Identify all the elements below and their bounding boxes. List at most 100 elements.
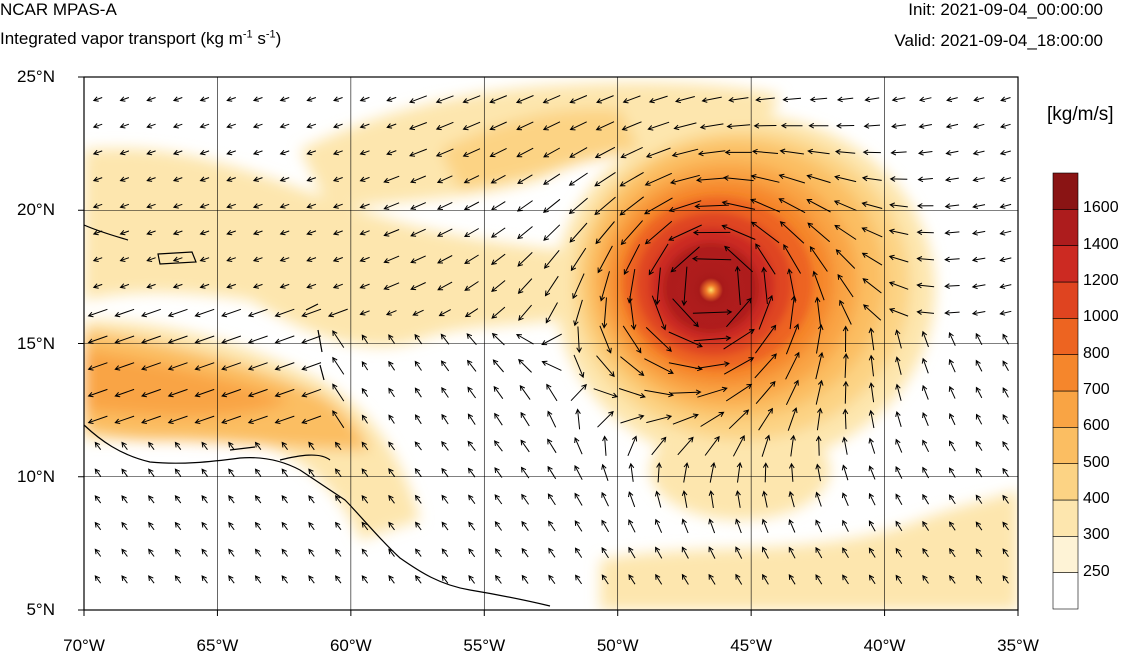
ivt-vector [835,122,855,129]
ivt-vector [490,201,506,211]
ivt-vector [199,229,210,236]
ivt-vector [922,520,930,531]
ivt-vector [572,273,585,300]
ivt-vector [332,410,345,429]
ivt-vector [816,324,824,354]
ivt-vector [491,280,506,292]
colorbar-box [1052,245,1079,283]
ivt-vector [437,255,453,264]
ivt-vector [574,520,583,532]
ivt-vector [922,466,930,479]
ivt-vector [722,175,754,182]
ivt-vector [194,335,215,344]
ivt-vector [595,121,615,131]
ivt-vector [601,463,609,481]
ivt-vector [466,333,477,346]
ivt-vector [409,122,427,131]
ivt-vector [619,171,644,187]
ivt-vector [975,332,983,346]
ivt-vector [695,177,728,183]
ivt-vector [281,521,288,531]
ivt-vector [944,229,960,236]
ivt-vector [517,174,533,184]
ivt-vector [1002,360,1009,372]
ivt-vector [975,440,983,451]
ivt-vector [812,270,825,301]
ivt-vector [388,575,395,584]
ivt-vector [228,441,235,450]
ivt-vector [520,411,530,427]
ivt-vector [467,440,476,452]
ivt-vector [815,351,824,380]
ivt-vector [815,546,823,559]
ivt-vector [201,495,208,504]
ivt-vector [735,490,741,508]
ivt-vector [543,224,561,241]
ivt-vector [464,308,479,318]
ivt-vector [842,436,848,455]
ivt-vector [383,175,400,184]
ivt-vector [359,96,370,102]
ivt-vector [691,255,732,262]
ivt-vector [114,362,135,371]
colorbar-tick-label: 400 [1083,490,1110,507]
ivt-vector [922,574,929,584]
ivt-vector [809,96,828,103]
ivt-vector [199,283,210,289]
ivt-vector [788,462,795,482]
ivt-vector [119,229,130,236]
ivt-vector [628,546,636,559]
ivt-vector [894,329,902,349]
ivt-vector [569,147,588,158]
ivt-vector [334,468,342,477]
colorbar-box [1052,499,1079,537]
ivt-vector [574,437,583,455]
ivt-vector [815,379,824,405]
ivt-vector [842,574,849,585]
ivt-vector [601,491,609,507]
ivt-vector [889,202,908,209]
ivt-vector [121,521,128,531]
ivt-vector [620,146,643,159]
ivt-vector [92,149,103,156]
ivt-vector [247,335,268,344]
colorbar-box [1052,172,1079,210]
ivt-vector [785,351,800,380]
ivt-vector [494,574,502,584]
lon-tick-label: 55°W [463,636,506,655]
ivt-vector [694,203,729,210]
ivt-vector [141,388,161,398]
ivt-vector [645,147,671,158]
ivt-vector [683,462,690,483]
ivt-vector [1002,548,1009,557]
ivt-vector [494,494,503,505]
ivt-vector [521,547,529,558]
ivt-vector [226,283,236,289]
ivt-vector [414,360,422,371]
ivt-vector [199,149,210,156]
colorbar-box [1052,390,1079,428]
ivt-vector [438,309,451,317]
ivt-vector [361,361,369,371]
ivt-vector [762,462,769,483]
ivt-vector [410,282,426,291]
ivt-vector [359,230,370,236]
colorbar-unit: [kg/m/s] [1047,104,1114,125]
ivt-vector [699,123,724,130]
ivt-vector [281,441,288,450]
ivt-vector [999,310,1012,316]
ivt-vector [386,96,397,102]
ivt-vector [569,95,588,104]
ivt-vector [948,440,956,452]
ivt-vector [542,94,561,104]
ivt-vector [868,547,876,558]
ivt-vector [916,309,935,316]
ivt-vector [226,256,236,262]
ivt-vector [725,383,753,402]
ivt-vector [468,574,476,584]
ivt-vector [334,494,342,504]
ivt-vector [436,228,453,237]
axis-ticks [78,76,1019,616]
ivt-vector [301,362,322,371]
ivt-vector [921,384,929,400]
